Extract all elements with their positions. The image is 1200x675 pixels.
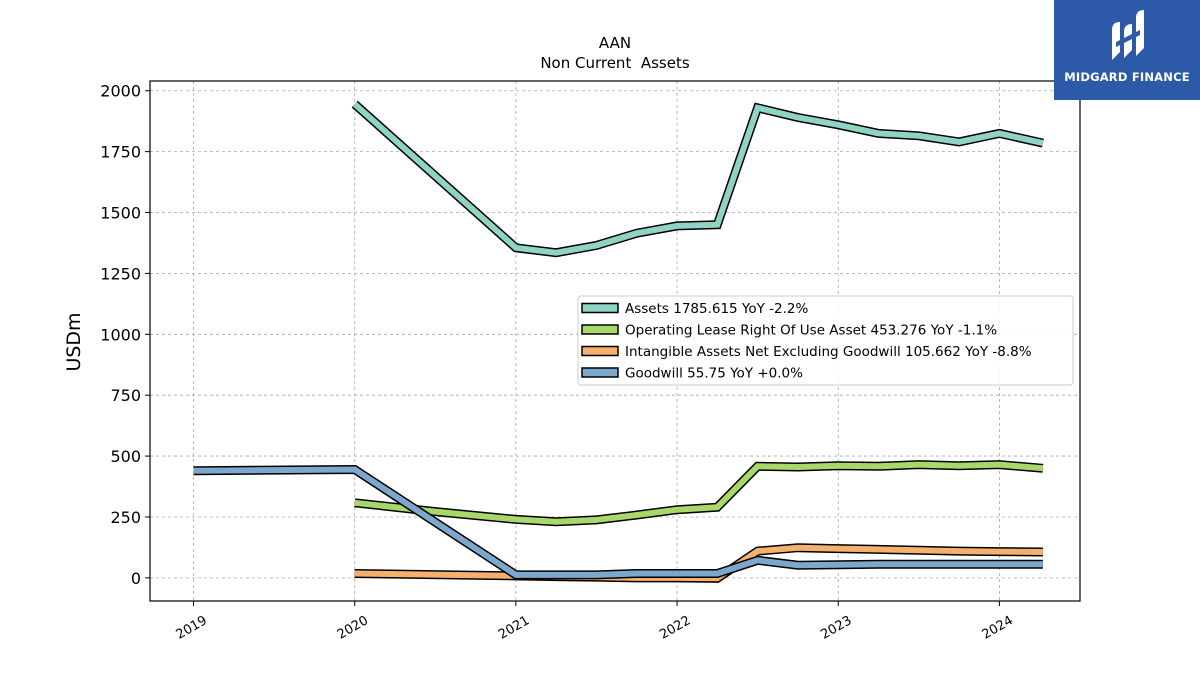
y-axis-ticks: 0 250 500 750 1000 1250 1500 1750 2000 bbox=[100, 82, 150, 588]
x-tick-label: 2024 bbox=[980, 613, 1016, 643]
plot-frame bbox=[149, 80, 1081, 602]
y-tick-label: 1250 bbox=[100, 264, 141, 283]
x-tick-label: 2021 bbox=[496, 613, 532, 643]
series-line-3 bbox=[193, 466, 1043, 578]
legend-label-2: Intangible Assets Net Excluding Goodwill… bbox=[625, 344, 1032, 360]
y-tick-label: 1000 bbox=[100, 325, 141, 344]
legend-label-0: Assets 1785.615 YoY -2.2% bbox=[625, 301, 809, 317]
legend-swatch-3 bbox=[581, 367, 619, 378]
logo-text: MIDGARD FINANCE bbox=[1064, 70, 1190, 84]
x-tick-label: 2020 bbox=[335, 613, 371, 643]
midgard-finance-logo: MIDGARD FINANCE bbox=[1054, 0, 1200, 100]
legend-label-3: Goodwill 55.75 YoY +0.0% bbox=[625, 366, 803, 382]
midgard-logo-icon bbox=[1112, 10, 1144, 60]
legend-box bbox=[577, 295, 1074, 386]
legend-label-1: Operating Lease Right Of Use Asset 453.2… bbox=[625, 323, 997, 339]
y-axis-label: USDm bbox=[63, 312, 85, 371]
x-tick-label: 2023 bbox=[818, 613, 854, 643]
series-line-0 bbox=[352, 101, 1044, 256]
series-outline-0 bbox=[351, 100, 1044, 258]
legend-swatch-1 bbox=[581, 324, 619, 335]
chart-title: AAN bbox=[599, 34, 631, 52]
chart-subtitle: Non Current Assets bbox=[540, 54, 690, 72]
x-tick-label: 2022 bbox=[657, 613, 693, 643]
legend: Assets 1785.615 YoY -2.2% Operating Lease… bbox=[577, 295, 1074, 386]
x-axis-ticks: 2019 2020 2021 2022 2023 2024 bbox=[174, 601, 1016, 643]
y-tick-label: 1750 bbox=[100, 143, 141, 162]
y-tick-label: 250 bbox=[110, 508, 141, 527]
y-tick-label: 500 bbox=[110, 447, 141, 466]
series-outline-3 bbox=[193, 464, 1043, 580]
y-tick-label: 1500 bbox=[100, 204, 141, 223]
legend-swatch-0 bbox=[581, 302, 619, 314]
y-tick-label: 2000 bbox=[100, 82, 141, 101]
series-lines bbox=[193, 100, 1044, 583]
legend-swatch-2 bbox=[581, 345, 619, 357]
series-line-1 bbox=[354, 461, 1044, 525]
x-tick-label: 2019 bbox=[174, 613, 210, 643]
y-tick-label: 0 bbox=[131, 569, 141, 588]
y-tick-label: 750 bbox=[110, 386, 141, 405]
